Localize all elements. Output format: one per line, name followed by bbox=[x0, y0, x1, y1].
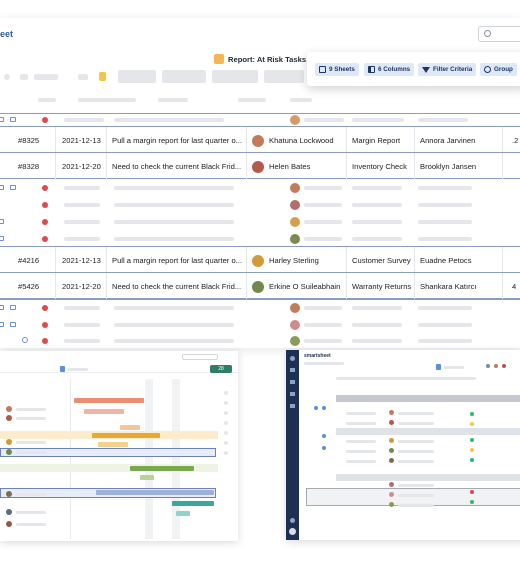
row-task: Pull a margin report for last quarter o.… bbox=[112, 256, 242, 265]
row-extra: .2 bbox=[512, 136, 519, 145]
search-input[interactable] bbox=[182, 354, 218, 360]
row-assignee: Erkine O Suileabhain bbox=[252, 273, 340, 300]
avatar bbox=[252, 160, 264, 173]
row-assignee: Helen Bates bbox=[252, 153, 310, 180]
gantt-window: 28 bbox=[0, 351, 238, 541]
row-task: Need to check the current Black Frid... bbox=[112, 282, 242, 291]
filter-icon bbox=[422, 66, 430, 73]
row-id: #5426 bbox=[18, 282, 40, 291]
app-brand: smartsheet bbox=[304, 353, 331, 359]
sheets-button[interactable]: 9 Sheets bbox=[315, 63, 359, 76]
left-nav bbox=[286, 350, 299, 540]
search-input[interactable] bbox=[478, 26, 520, 42]
row-type: Margin Report bbox=[352, 136, 401, 145]
search-icon bbox=[484, 30, 491, 37]
avatar bbox=[252, 134, 264, 147]
row-owner: Euadne Petocs bbox=[420, 256, 472, 265]
row-date: 2021-12-20 bbox=[62, 162, 101, 171]
group-icon bbox=[484, 66, 491, 73]
table-row[interactable]: #8325 2021-12-13 Pull a margin report fo… bbox=[0, 126, 520, 154]
row-task: Pull a margin report for last quarter o.… bbox=[112, 136, 242, 145]
report-filter-bar: 9 Sheets 6 Columns Filter Criteria Group bbox=[307, 52, 520, 86]
row-date: 2021-12-13 bbox=[62, 136, 101, 145]
report-title[interactable]: Report: At Risk Tasks › bbox=[214, 52, 312, 66]
columns-button[interactable]: 6 Columns bbox=[364, 63, 415, 76]
row-owner: Shankara Katırcı bbox=[420, 282, 477, 291]
table-row[interactable]: #5426 2021-12-20 Need to check the curre… bbox=[0, 272, 520, 300]
row-id: #8328 bbox=[18, 162, 40, 171]
table-row[interactable]: #4216 2021-12-13 Pull a margin report fo… bbox=[0, 246, 520, 274]
row-type: Warranty Returns bbox=[352, 282, 412, 291]
row-type: Customer Survey bbox=[352, 256, 411, 265]
smartsheet-window: smartsheet bbox=[286, 350, 520, 540]
row-date: 2021-12-13 bbox=[62, 256, 101, 265]
row-assignee: Khatuna Lockwood bbox=[252, 127, 334, 154]
app-brand: eet bbox=[0, 29, 14, 39]
row-id: #4216 bbox=[18, 256, 40, 265]
row-assignee: Harley Sterling bbox=[252, 247, 319, 274]
row-owner: Brooklyn Jansen bbox=[420, 162, 477, 171]
columns-icon bbox=[368, 66, 375, 73]
row-date: 2021-12-20 bbox=[62, 282, 101, 291]
table-row[interactable]: #8328 2021-12-20 Need to check the curre… bbox=[0, 152, 520, 180]
sheet-icon bbox=[319, 66, 326, 73]
row-task: Need to check the current Black Frid... bbox=[112, 162, 242, 171]
report-title-label: Report: At Risk Tasks bbox=[228, 54, 307, 64]
row-owner: Annora Jarvinen bbox=[420, 136, 476, 145]
avatar bbox=[252, 280, 264, 293]
row-type: Inventory Check bbox=[352, 162, 407, 171]
group-button[interactable]: Group bbox=[480, 63, 517, 76]
row-id: #8325 bbox=[18, 136, 40, 145]
filter-criteria-button[interactable]: Filter Criteria bbox=[418, 63, 477, 76]
share-button[interactable]: 28 bbox=[210, 365, 232, 373]
avatar bbox=[252, 254, 264, 267]
row-extra: 4 bbox=[512, 282, 517, 291]
report-icon bbox=[214, 54, 224, 64]
